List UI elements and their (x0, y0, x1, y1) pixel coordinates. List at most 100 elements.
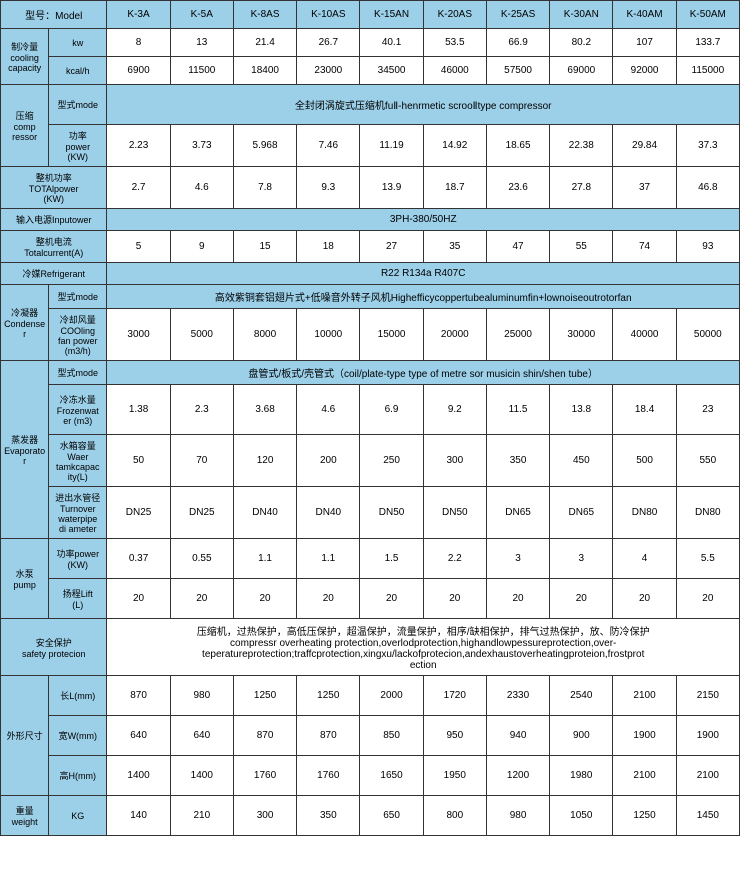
cooling-kcal-8: 92000 (613, 57, 676, 85)
cond-mode-label: 型式mode (49, 285, 107, 309)
evap-tank-9: 550 (676, 435, 739, 487)
comp-pwr-0: 2.23 (107, 125, 170, 167)
dims-H-6: 1200 (486, 756, 549, 796)
pump-lift-9: 20 (676, 579, 739, 619)
evap-frozen-4: 6.9 (360, 385, 423, 435)
comp-pwr-6: 18.65 (486, 125, 549, 167)
pump-lift-label: 扬程Lift(L) (49, 579, 107, 619)
input-label: 输入电源Inputower (1, 209, 107, 231)
model-3: K-10AS (297, 1, 360, 29)
cond-fan-5: 20000 (423, 309, 486, 361)
dims-H-2: 1760 (233, 756, 296, 796)
model-5: K-20AS (423, 1, 486, 29)
cooling-kcal-3: 23000 (297, 57, 360, 85)
dims-L-8: 2100 (613, 676, 676, 716)
pump-pwr-9: 5.5 (676, 539, 739, 579)
totalcur-label: 整机电流Totalcurrent(A) (1, 231, 107, 263)
cooling-label: 制冷量coolingcapacity (1, 29, 49, 85)
dims-W-7: 900 (550, 716, 613, 756)
pump-pwr-1: 0.55 (170, 539, 233, 579)
cooling-kw-4: 40.1 (360, 29, 423, 57)
evap-frozen-8: 18.4 (613, 385, 676, 435)
totalcur-5: 35 (423, 231, 486, 263)
comp-pwr-label: 功率power(KW) (49, 125, 107, 167)
model-8: K-40AM (613, 1, 676, 29)
dims-L-1: 980 (170, 676, 233, 716)
pump-pwr-4: 1.5 (360, 539, 423, 579)
cooling-kw-8: 107 (613, 29, 676, 57)
pump-pwr-8: 4 (613, 539, 676, 579)
cooling-kw-label: kw (49, 29, 107, 57)
dims-W-1: 640 (170, 716, 233, 756)
cond-fan-1: 5000 (170, 309, 233, 361)
refrig-text: R22 R134a R407C (107, 263, 740, 285)
dims-L-label: 长L(mm) (49, 676, 107, 716)
evap-pipe-4: DN50 (360, 487, 423, 539)
evap-tank-0: 50 (107, 435, 170, 487)
dims-H-7: 1980 (550, 756, 613, 796)
dims-L-9: 2150 (676, 676, 739, 716)
dims-L-2: 1250 (233, 676, 296, 716)
totalcur-9: 93 (676, 231, 739, 263)
totalcur-2: 15 (233, 231, 296, 263)
pump-lift-0: 20 (107, 579, 170, 619)
comp-pwr-2: 5.968 (233, 125, 296, 167)
pump-lift-6: 20 (486, 579, 549, 619)
evap-mode-label: 型式mode (49, 361, 107, 385)
dims-L-3: 1250 (297, 676, 360, 716)
evap-tank-5: 300 (423, 435, 486, 487)
weight-8: 1250 (613, 796, 676, 836)
evap-pipe-7: DN65 (550, 487, 613, 539)
dims-L-7: 2540 (550, 676, 613, 716)
input-text: 3PH-380/50HZ (107, 209, 740, 231)
pump-pwr-3: 1.1 (297, 539, 360, 579)
cooling-kcal-5: 46000 (423, 57, 486, 85)
pump-lift-3: 20 (297, 579, 360, 619)
totalpwr-7: 27.8 (550, 167, 613, 209)
weight-9: 1450 (676, 796, 739, 836)
totalcur-1: 9 (170, 231, 233, 263)
totalpwr-9: 46.8 (676, 167, 739, 209)
totalpwr-6: 23.6 (486, 167, 549, 209)
cond-fan-4: 15000 (360, 309, 423, 361)
evap-label: 蒸发器Evaporator (1, 361, 49, 539)
dims-L-5: 1720 (423, 676, 486, 716)
cooling-kw-0: 8 (107, 29, 170, 57)
evap-frozen-5: 9.2 (423, 385, 486, 435)
totalpwr-1: 4.6 (170, 167, 233, 209)
totalcur-0: 5 (107, 231, 170, 263)
dims-W-label: 宽W(mm) (49, 716, 107, 756)
cond-fan-8: 40000 (613, 309, 676, 361)
model-9: K-50AM (676, 1, 739, 29)
pump-lift-2: 20 (233, 579, 296, 619)
cooling-kcal-1: 11500 (170, 57, 233, 85)
dims-W-5: 950 (423, 716, 486, 756)
totalcur-7: 55 (550, 231, 613, 263)
cooling-kw-5: 53.5 (423, 29, 486, 57)
dims-H-9: 2100 (676, 756, 739, 796)
pump-label: 水泵pump (1, 539, 49, 619)
totalpwr-0: 2.7 (107, 167, 170, 209)
comp-pwr-5: 14.92 (423, 125, 486, 167)
dims-W-2: 870 (233, 716, 296, 756)
cooling-kw-7: 80.2 (550, 29, 613, 57)
evap-pipe-6: DN65 (486, 487, 549, 539)
weight-4: 650 (360, 796, 423, 836)
cooling-kcal-2: 18400 (233, 57, 296, 85)
weight-0: 140 (107, 796, 170, 836)
evap-frozen-9: 23 (676, 385, 739, 435)
totalcur-3: 18 (297, 231, 360, 263)
cooling-kw-9: 133.7 (676, 29, 739, 57)
weight-3: 350 (297, 796, 360, 836)
cond-fan-2: 8000 (233, 309, 296, 361)
pump-pwr-0: 0.37 (107, 539, 170, 579)
comp-pwr-9: 37.3 (676, 125, 739, 167)
pump-lift-1: 20 (170, 579, 233, 619)
cooling-kw-6: 66.9 (486, 29, 549, 57)
dims-W-0: 640 (107, 716, 170, 756)
dims-W-9: 1900 (676, 716, 739, 756)
pump-pwr-5: 2.2 (423, 539, 486, 579)
weight-sub: KG (49, 796, 107, 836)
totalpwr-3: 9.3 (297, 167, 360, 209)
evap-frozen-3: 4.6 (297, 385, 360, 435)
